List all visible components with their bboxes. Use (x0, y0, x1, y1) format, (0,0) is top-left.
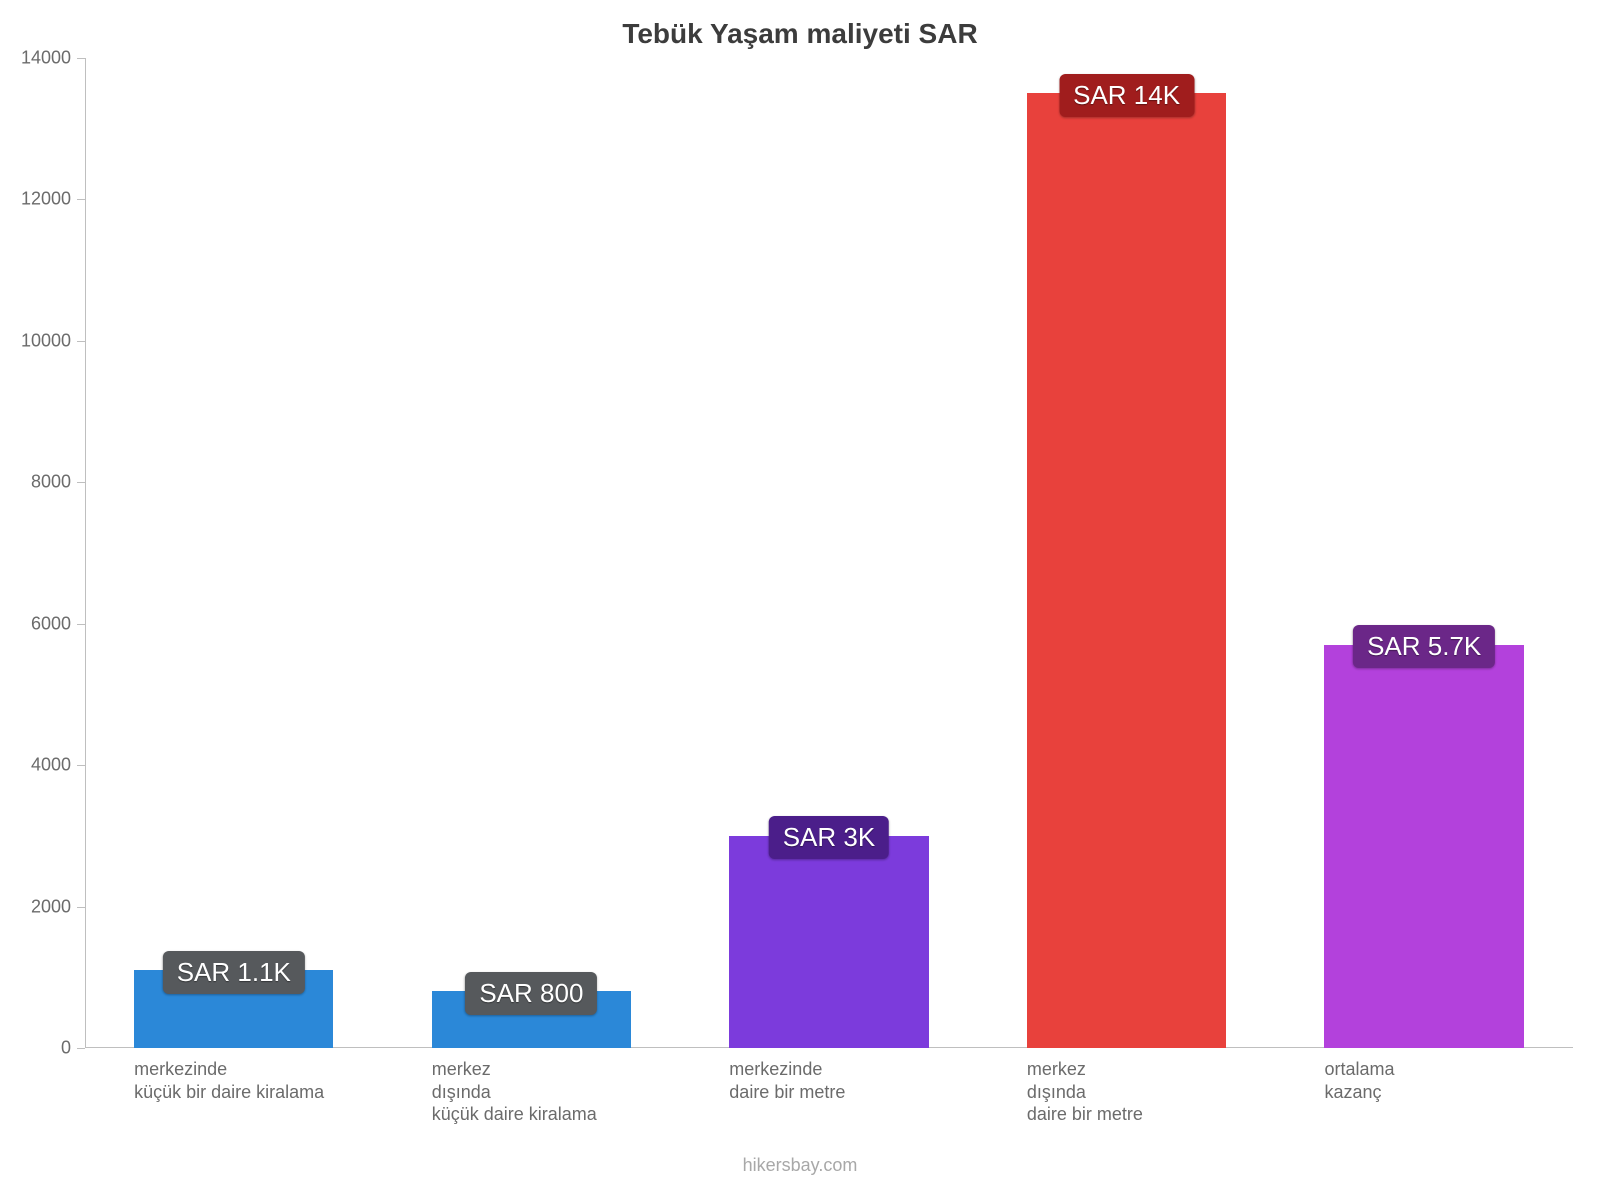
y-tick-label: 8000 (31, 472, 85, 493)
bar-value-badge: SAR 800 (465, 972, 597, 1015)
chart-footer: hikersbay.com (0, 1155, 1600, 1176)
y-tick-label: 2000 (31, 896, 85, 917)
bars-layer: SAR 1.1K SAR 800 SAR 3K SAR 14K SAR 5.7K (85, 58, 1573, 1048)
y-tick-label: 4000 (31, 755, 85, 776)
y-tick-label: 0 (61, 1038, 85, 1059)
bar: SAR 5.7K (1324, 645, 1523, 1048)
cost-of-living-bar-chart: Tebük Yaşam maliyeti SAR 020004000600080… (0, 0, 1600, 1200)
bar-slot: SAR 5.7K (1275, 58, 1573, 1048)
x-axis-category-label: merkez dışında daire bir metre (1027, 1058, 1143, 1126)
bar-slot: SAR 1.1K (85, 58, 383, 1048)
y-tick-label: 14000 (21, 48, 85, 69)
bar: SAR 800 (432, 991, 631, 1048)
x-axis-category-label: merkez dışında küçük daire kiralama (432, 1058, 597, 1126)
bar-value-badge: SAR 5.7K (1353, 625, 1495, 668)
y-tick-label: 6000 (31, 613, 85, 634)
bar-value-badge: SAR 1.1K (163, 951, 305, 994)
bar-slot: SAR 14K (978, 58, 1276, 1048)
chart-title: Tebük Yaşam maliyeti SAR (0, 18, 1600, 50)
bar-value-badge: SAR 14K (1059, 74, 1194, 117)
x-axis-category-label: ortalama kazanç (1325, 1058, 1395, 1103)
bar: SAR 3K (729, 836, 928, 1048)
bar: SAR 1.1K (134, 970, 333, 1048)
x-axis-category-label: merkezinde daire bir metre (729, 1058, 845, 1103)
plot-area: 02000400060008000100001200014000 SAR 1.1… (85, 58, 1573, 1048)
bar: SAR 14K (1027, 93, 1226, 1048)
x-axis-category-label: merkezinde küçük bir daire kiralama (134, 1058, 324, 1103)
bar-value-badge: SAR 3K (769, 816, 890, 859)
y-tick-label: 12000 (21, 189, 85, 210)
bar-slot: SAR 3K (680, 58, 978, 1048)
bar-slot: SAR 800 (383, 58, 681, 1048)
y-tick-label: 10000 (21, 330, 85, 351)
